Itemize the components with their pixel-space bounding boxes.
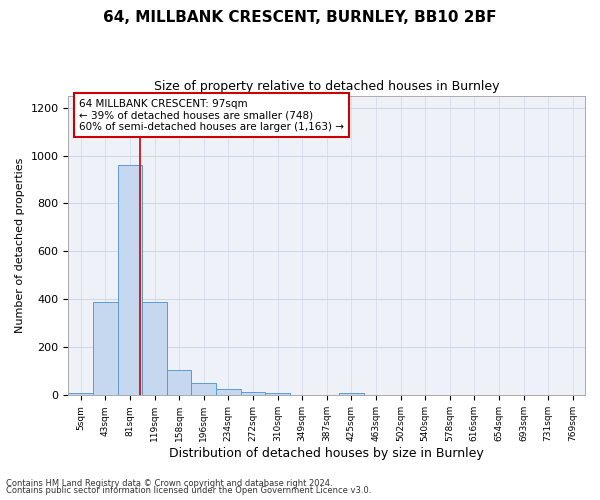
Text: 64 MILLBANK CRESCENT: 97sqm
← 39% of detached houses are smaller (748)
60% of se: 64 MILLBANK CRESCENT: 97sqm ← 39% of det… (79, 98, 344, 132)
Bar (118, 165, 142, 396)
Bar (142, 302, 167, 396)
Bar (339, 393, 364, 396)
Bar (265, 393, 290, 396)
Title: Size of property relative to detached houses in Burnley: Size of property relative to detached ho… (154, 80, 499, 93)
Y-axis label: Number of detached properties: Number of detached properties (15, 158, 25, 333)
X-axis label: Distribution of detached houses by size in Burnley: Distribution of detached houses by size … (169, 447, 484, 460)
Bar (68, 393, 93, 396)
Text: 64, MILLBANK CRESCENT, BURNLEY, BB10 2BF: 64, MILLBANK CRESCENT, BURNLEY, BB10 2BF (103, 10, 497, 25)
Bar (241, 392, 265, 396)
Text: Contains public sector information licensed under the Open Government Licence v3: Contains public sector information licen… (6, 486, 371, 495)
Bar (93, 302, 118, 396)
Bar (167, 370, 191, 396)
Bar (191, 384, 216, 396)
Bar (216, 390, 241, 396)
Text: Contains HM Land Registry data © Crown copyright and database right 2024.: Contains HM Land Registry data © Crown c… (6, 478, 332, 488)
